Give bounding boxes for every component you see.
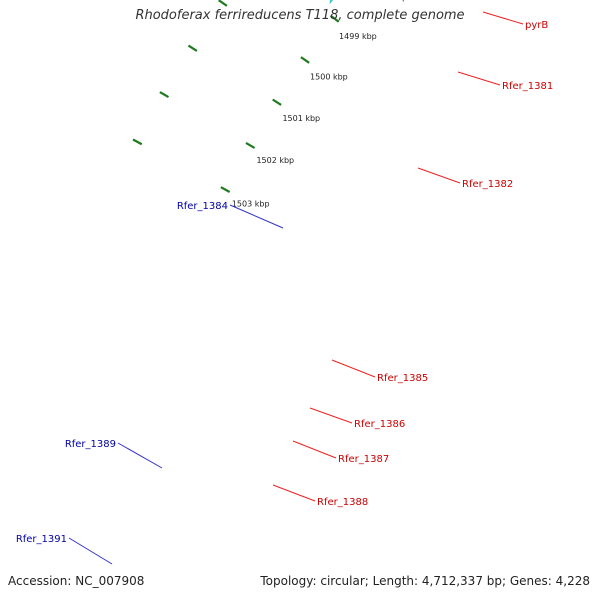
leader-line [68, 537, 113, 565]
tick-mark-inner [330, 14, 340, 23]
gene-label-rfer_1389: Rfer_1389 [65, 439, 116, 450]
gene-label-rfer_1386: Rfer_1386 [354, 419, 405, 430]
leader-line [292, 440, 337, 459]
tick-mark-inner [245, 141, 256, 149]
gene-Rfer_1391 [329, 0, 334, 5]
gene-label-rfer_1381: Rfer_1381 [502, 81, 553, 92]
gene-label-rfer_1387: Rfer_1387 [338, 454, 389, 465]
leader-line [272, 484, 316, 502]
kbp-tick-label: 1498 kbp [370, 0, 408, 2]
gene-label-rfer_1385: Rfer_1385 [377, 373, 428, 384]
leader-line [417, 167, 461, 184]
tick-ring: 1493 kbp1494 kbp1495 kbp1496 kbp1497 kbp… [132, 0, 408, 208]
leader-line [482, 11, 524, 25]
tick-mark-inner [220, 186, 231, 193]
tick-mark-outer [187, 44, 198, 52]
accession-text: Accession: NC_007908 [8, 574, 145, 588]
leader-line [309, 407, 353, 424]
gene-label-rfer_1388: Rfer_1388 [317, 497, 368, 508]
gene-label-pyrb: pyrB [525, 20, 548, 31]
tick-mark-outer [218, 0, 228, 7]
kbp-tick-label: 1502 kbp [256, 156, 294, 165]
gene-labels: pyrB Rfer_1381 Rfer_1382 Rfer_1385 Rfer_1386… [16, 11, 553, 565]
kbp-tick-label: 1499 kbp [339, 32, 377, 41]
gene-track [329, 0, 334, 5]
genome-stats-text: Topology: circular; Length: 4,712,337 bp… [260, 574, 590, 588]
gene-label-rfer_1391: Rfer_1391 [16, 534, 67, 545]
tick-mark-inner [272, 98, 282, 106]
kbp-tick-label: 1500 kbp [310, 73, 348, 82]
leader-line [331, 359, 376, 378]
tick-mark-inner [300, 56, 310, 64]
tick-mark-outer [159, 91, 170, 99]
gene-label-rfer_1382: Rfer_1382 [462, 179, 513, 190]
kbp-tick-label: 1501 kbp [282, 114, 320, 123]
kbp-tick-label: 1503 kbp [232, 199, 270, 208]
leader-line [457, 71, 501, 86]
leader-line [117, 442, 163, 469]
tick-mark-outer [132, 138, 143, 146]
genome-title: Rhodoferax ferrireducens T118, complete … [135, 8, 465, 23]
gene-label-rfer_1384: Rfer_1384 [177, 201, 228, 212]
leader-line [229, 204, 284, 229]
